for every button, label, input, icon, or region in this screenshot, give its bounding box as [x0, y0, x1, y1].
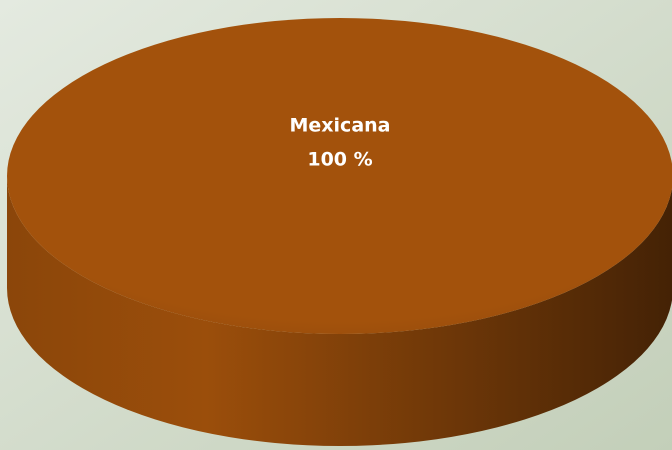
labels: Mexicana 100 %	[290, 115, 391, 171]
slice-label: Mexicana	[290, 115, 391, 137]
pie	[7, 18, 672, 446]
slice-highlight	[7, 18, 672, 334]
value-label: 100 %	[307, 149, 372, 171]
slice-side	[7, 176, 672, 446]
